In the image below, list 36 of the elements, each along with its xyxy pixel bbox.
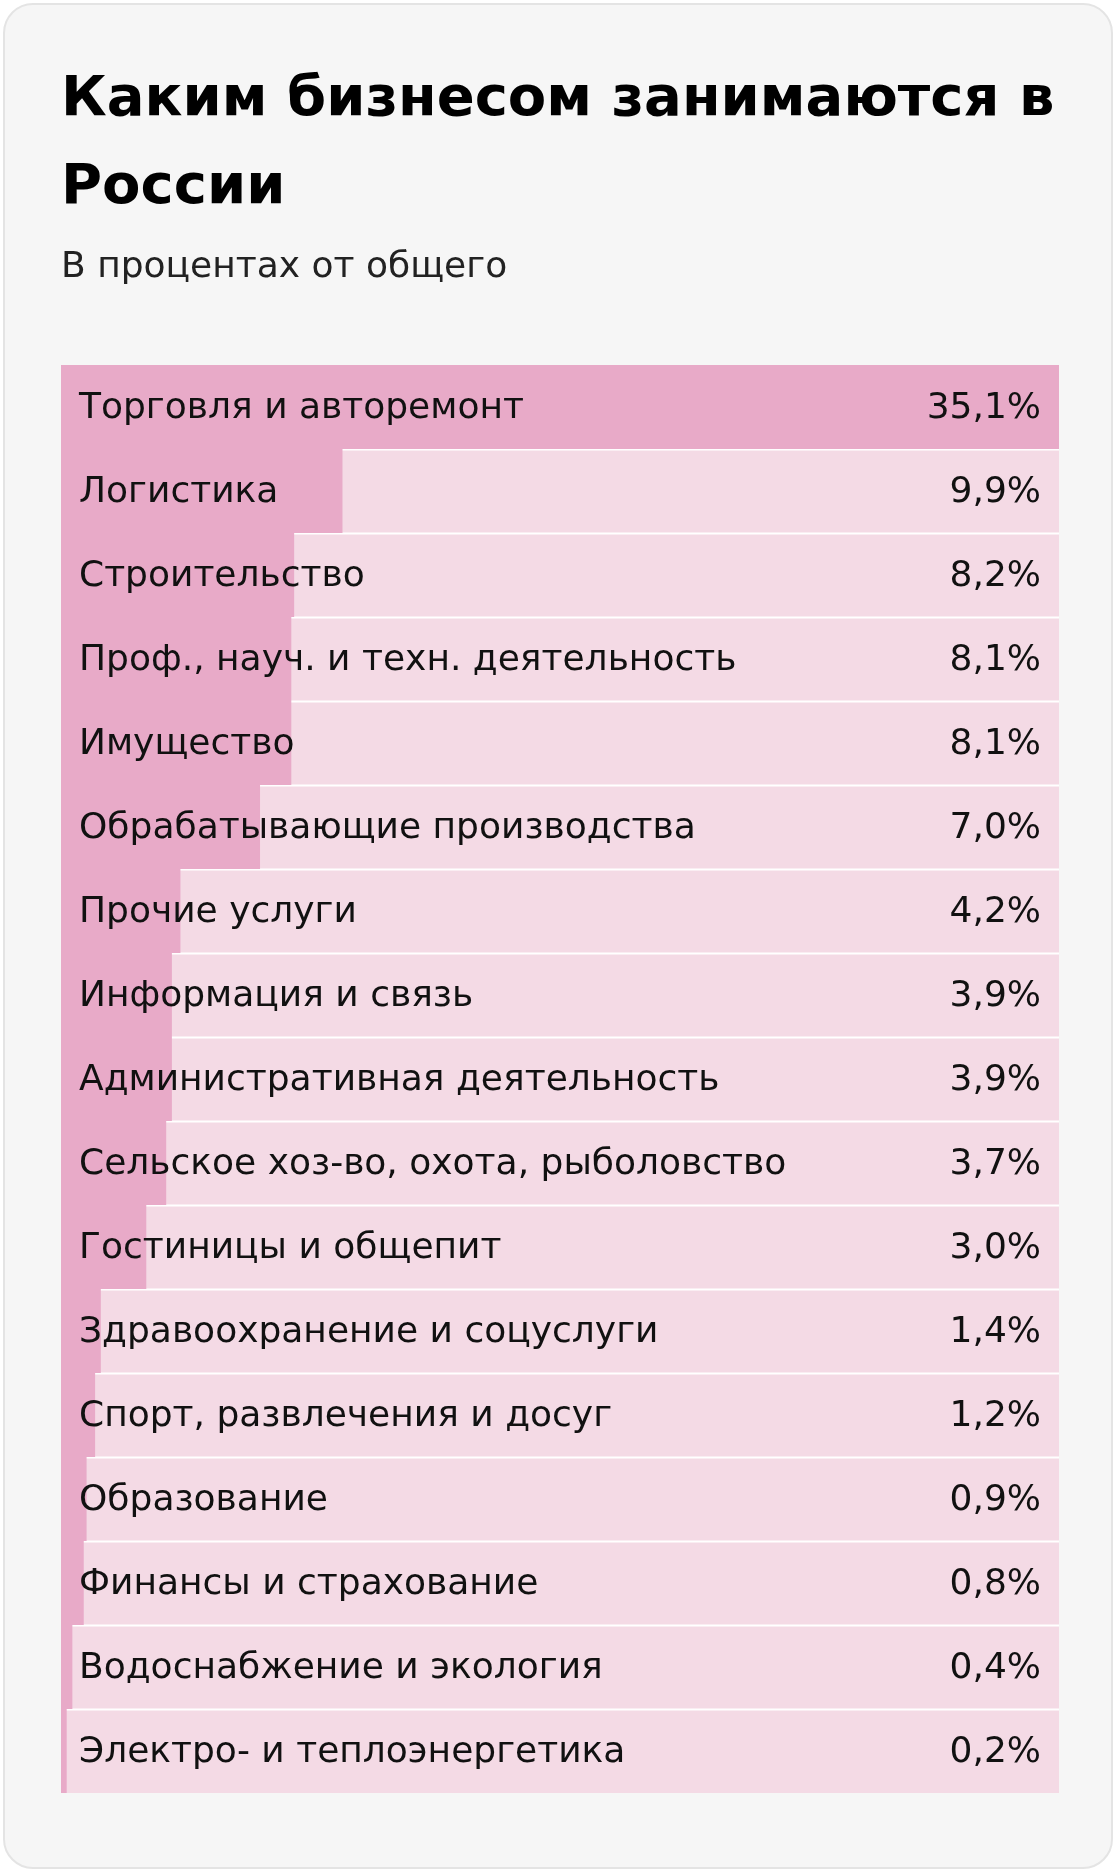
y-tick-label: Сельское хоз-во, охота, рыболовство (79, 1141, 787, 1182)
y-tick-label: Спорт, развлечения и досуг (79, 1393, 613, 1434)
data-label: 7,0% (949, 805, 1041, 846)
y-tick-label: Электро- и теплоэнергетика (79, 1729, 626, 1770)
data-label: 0,8% (949, 1561, 1041, 1602)
data-label: 4,2% (949, 889, 1041, 930)
y-tick-label: Проф., науч. и техн. деятельность (79, 637, 737, 678)
data-label: 9,9% (949, 469, 1041, 510)
data-label: 3,9% (949, 1057, 1041, 1098)
y-tick-label: Здравоохранение и соцуслуги (79, 1309, 659, 1350)
y-tick-label: Имущество (79, 721, 295, 762)
data-label: 3,7% (949, 1141, 1041, 1182)
data-label: 1,4% (949, 1309, 1041, 1350)
data-label: 3,9% (949, 973, 1041, 1014)
y-tick-label: Прочие услуги (79, 889, 357, 930)
y-tick-label: Торговля и авторемонт (78, 385, 524, 426)
y-tick-label: Информация и связь (79, 973, 474, 1014)
data-label: 0,9% (949, 1477, 1041, 1518)
y-tick-label: Гостиницы и общепит (79, 1225, 502, 1266)
y-tick-label: Строительство (79, 553, 365, 594)
chart-title: Каким бизнесом занимаются в России (61, 62, 1056, 218)
data-label: 8,2% (949, 553, 1041, 594)
y-tick-label: Логистика (79, 469, 279, 510)
data-label: 8,1% (949, 721, 1041, 762)
y-tick-label: Административная деятельность (79, 1057, 720, 1098)
data-label: 1,2% (949, 1393, 1041, 1434)
data-label: 0,2% (949, 1729, 1041, 1770)
data-label: 35,1% (926, 385, 1041, 426)
y-tick-label: Обрабатывающие производства (79, 805, 696, 846)
y-tick-label: Водоснабжение и экология (79, 1645, 603, 1686)
chart-subtitle: В процентах от общего (61, 244, 508, 285)
data-label: 0,4% (949, 1645, 1041, 1686)
y-tick-label: Финансы и страхование (79, 1561, 539, 1602)
data-label: 8,1% (949, 637, 1041, 678)
data-label: 3,0% (949, 1225, 1041, 1266)
y-tick-label: Образование (79, 1477, 328, 1518)
